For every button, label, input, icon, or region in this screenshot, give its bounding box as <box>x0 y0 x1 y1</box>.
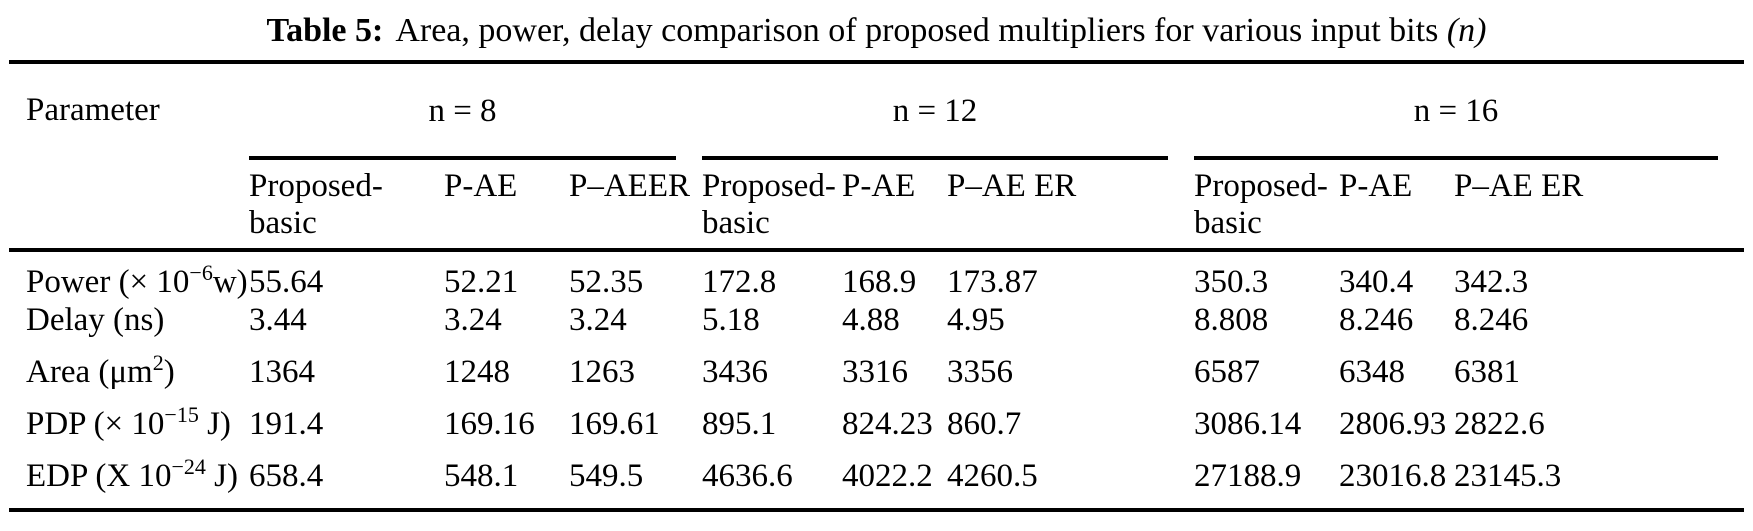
data-cell: 3436 <box>702 354 768 390</box>
data-cell: 1248 <box>444 354 510 390</box>
group-header-n16-label: n = 16 <box>1194 64 1718 160</box>
data-cell: 52.35 <box>569 264 644 300</box>
table-row-edp: EDP (X 10−24 J) 658.4 548.1 549.5 4636.6… <box>9 454 1744 510</box>
group-header-row: Parameter n = 8 n = 12 n = 16 <box>9 62 1744 160</box>
table-row-delay: Delay (ns) 3.44 3.24 3.24 5.18 4.88 4.95… <box>9 302 1744 354</box>
subheader-n8-p-ae: P-AE <box>444 168 518 204</box>
data-cell: 3.24 <box>569 302 627 338</box>
subheader-n8-p-aeer: P–AEER <box>569 168 691 204</box>
data-cell: 52.21 <box>444 264 519 300</box>
data-cell: 168.9 <box>842 264 917 300</box>
data-cell: 169.61 <box>569 406 660 442</box>
group-header-n12-label: n = 12 <box>702 64 1168 160</box>
data-cell: 1263 <box>569 354 635 390</box>
data-cell: 8.246 <box>1454 302 1529 338</box>
subheader-n16-p-ae-er: P–AE ER <box>1454 168 1584 204</box>
data-cell: 6587 <box>1194 354 1260 390</box>
group-header-n16: n = 16 <box>1194 62 1744 160</box>
subheader-n16-p-ae: P-AE <box>1339 168 1413 204</box>
data-cell: 55.64 <box>249 264 324 300</box>
data-cell: 4022.2 <box>842 458 933 494</box>
table-row-pdp: PDP (× 10−15 J) 191.4 169.16 169.61 895.… <box>9 402 1744 458</box>
data-cell: 548.1 <box>444 458 519 494</box>
data-cell: 6381 <box>1454 354 1520 390</box>
subheader-n8-proposed-basic: Proposed-basic <box>249 168 383 241</box>
data-cell: 3.44 <box>249 302 307 338</box>
data-cell: 342.3 <box>1454 264 1529 300</box>
superscript: −6 <box>189 260 213 285</box>
data-cell: 3.24 <box>444 302 502 338</box>
data-cell: 173.87 <box>947 264 1038 300</box>
comparison-table: Parameter n = 8 n = 12 n = 16 Proposed-b… <box>9 60 1744 512</box>
subheader-n12-p-ae: P-AE <box>842 168 916 204</box>
data-cell: 6348 <box>1339 354 1405 390</box>
data-cell: 4.95 <box>947 302 1005 338</box>
data-cell: 169.16 <box>444 406 535 442</box>
data-cell: 8.808 <box>1194 302 1269 338</box>
group-header-n8: n = 8 <box>249 62 702 160</box>
data-cell: 2806.93 <box>1339 406 1447 442</box>
data-cell: 860.7 <box>947 406 1022 442</box>
group-header-n12: n = 12 <box>702 62 1194 160</box>
table-row-area: Area (μm2) 1364 1248 1263 3436 3316 3356… <box>9 350 1744 406</box>
data-cell: 4.88 <box>842 302 900 338</box>
data-cell: 658.4 <box>249 458 324 494</box>
data-cell: 2822.6 <box>1454 406 1545 442</box>
data-cell: 4260.5 <box>947 458 1038 494</box>
row-label-pdp: PDP (× 10−15 J) <box>26 402 231 443</box>
subheader-n16-proposed-basic: Proposed-basic <box>1194 168 1328 241</box>
table-caption: Table 5: Area, power, delay comparison of… <box>9 6 1744 60</box>
superscript: −24 <box>171 454 206 479</box>
data-cell: 824.23 <box>842 406 933 442</box>
data-cell: 27188.9 <box>1194 458 1302 494</box>
subheader-row: Proposed-basic P-AE P–AEER Proposed-basi… <box>9 160 1744 250</box>
row-label-edp: EDP (X 10−24 J) <box>26 454 238 495</box>
data-cell: 3356 <box>947 354 1013 390</box>
data-cell: 549.5 <box>569 458 644 494</box>
row-label-delay: Delay (ns) <box>26 302 165 338</box>
table-caption-number: Table 5: <box>266 12 384 49</box>
data-cell: 350.3 <box>1194 264 1269 300</box>
data-cell: 3086.14 <box>1194 406 1302 442</box>
row-label-area: Area (μm2) <box>26 350 175 391</box>
data-cell: 3316 <box>842 354 908 390</box>
superscript: −15 <box>164 402 199 427</box>
data-cell: 23145.3 <box>1454 458 1562 494</box>
table-caption-variable: (n) <box>1446 12 1487 49</box>
data-cell: 172.8 <box>702 264 777 300</box>
data-cell: 340.4 <box>1339 264 1414 300</box>
subheader-n12-p-ae-er: P–AE ER <box>947 168 1077 204</box>
data-cell: 191.4 <box>249 406 324 442</box>
subheader-n12-proposed-basic: Proposed-basic <box>702 168 836 241</box>
data-cell: 23016.8 <box>1339 458 1447 494</box>
data-cell: 8.246 <box>1339 302 1414 338</box>
superscript: 2 <box>152 350 164 375</box>
group-header-n8-label: n = 8 <box>249 64 676 160</box>
data-cell: 5.18 <box>702 302 760 338</box>
table-row-power: Power (× 10−6w) 55.64 52.21 52.35 172.8 … <box>9 250 1744 302</box>
data-cell: 1364 <box>249 354 315 390</box>
parameter-header-cell: Parameter <box>26 92 160 128</box>
data-cell: 4636.6 <box>702 458 793 494</box>
data-cell: 895.1 <box>702 406 777 442</box>
table-caption-text: Area, power, delay comparison of propose… <box>395 12 1439 49</box>
row-label-power: Power (× 10−6w) <box>26 260 248 301</box>
